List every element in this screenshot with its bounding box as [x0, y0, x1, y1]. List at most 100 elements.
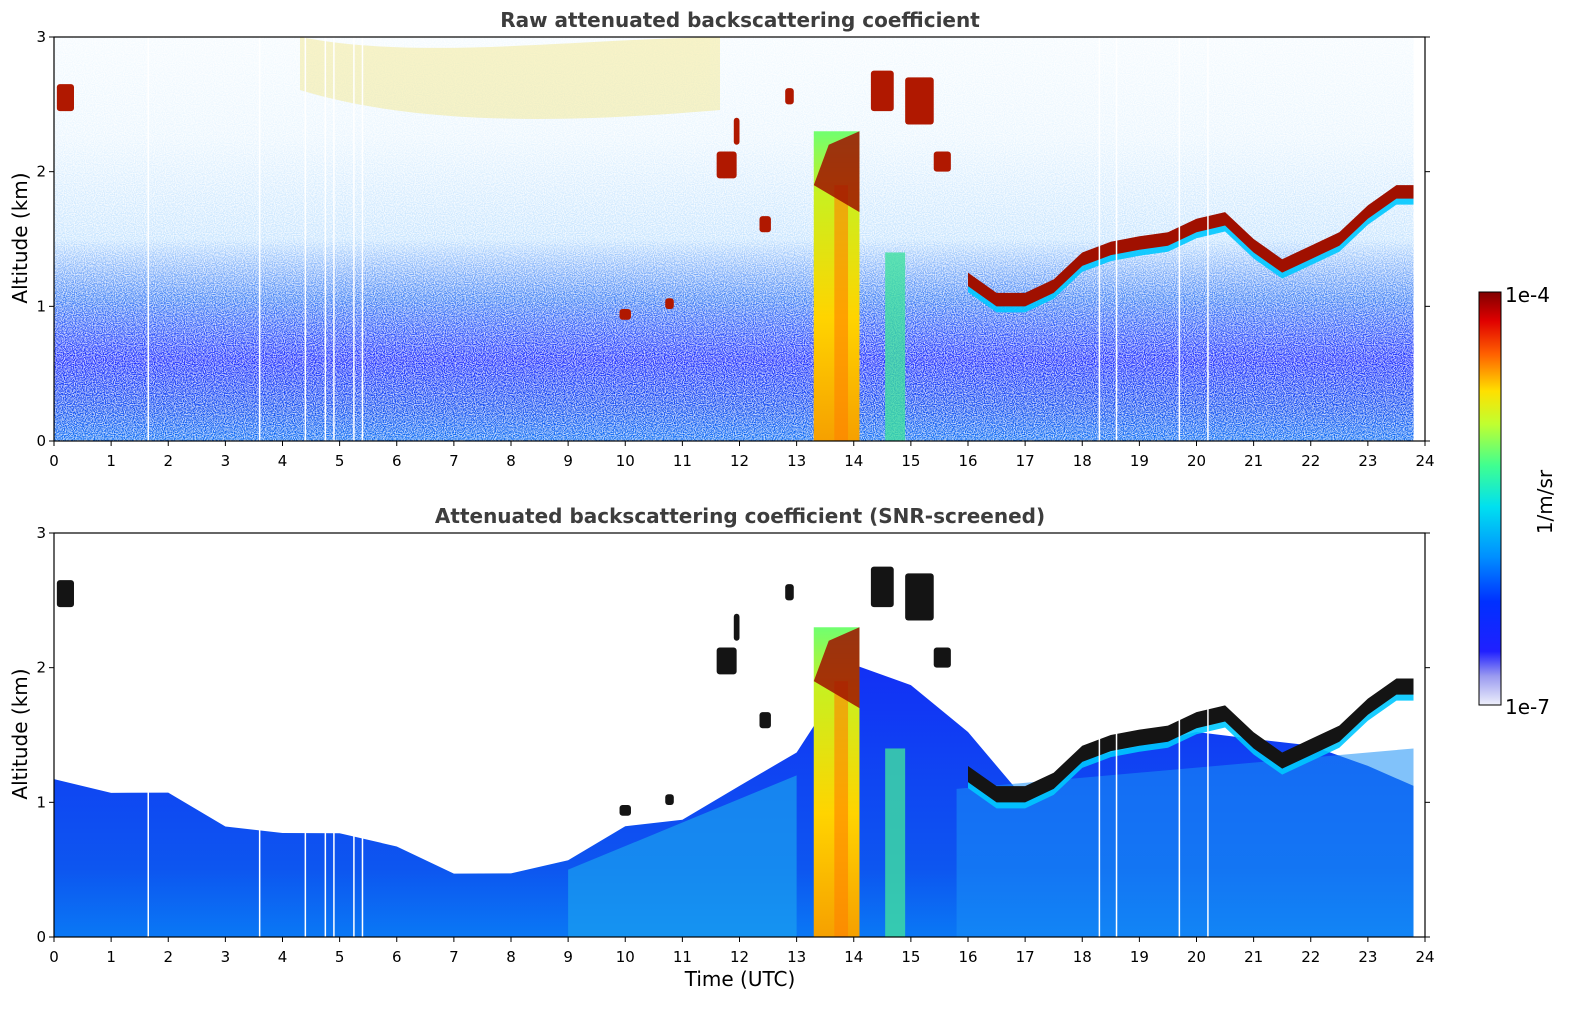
screened-late-aerosol: [956, 748, 1414, 937]
cloud-patch: [870, 566, 894, 608]
axis-ticks: 0 1 2 3 4 5 6 7 8 9 10 11 12 13 14 15 16 17 18 19 20 21 22 23 24…: [36, 28, 1434, 966]
x-tick-label: 4: [278, 948, 288, 966]
x-tick-label: 22: [1301, 948, 1320, 966]
colorbar-min-label: 1e-7: [1505, 695, 1550, 719]
cloud-patch: [619, 309, 631, 320]
x-tick-label: 15: [901, 948, 920, 966]
x-tick-label: 11: [673, 948, 692, 966]
x-tick-label: 1: [106, 948, 116, 966]
raw-features: [56, 70, 1414, 441]
cloud-patch: [56, 84, 74, 112]
x-tick-label: 11: [673, 452, 692, 470]
cloud-base-layer: [968, 678, 1414, 803]
panel2-xlabel: Time (UTC): [684, 967, 796, 991]
x-tick-label: 17: [1016, 948, 1035, 966]
aerosol-column-core: [834, 681, 849, 937]
colorbar: [1478, 291, 1502, 706]
cloud-patch: [785, 584, 794, 601]
raw-clear-gaps: [147, 37, 1425, 441]
panel2-title: Attenuated backscattering coefficient (S…: [434, 504, 1046, 528]
x-tick-label: 16: [958, 948, 977, 966]
raw-upper-haze: [300, 37, 720, 119]
cloud-patch: [733, 117, 740, 145]
x-tick-label: 14: [844, 452, 863, 470]
cloud-patch: [716, 151, 737, 179]
panel-screened-heatmap: [54, 533, 1425, 937]
x-tick-label: 7: [449, 948, 459, 966]
y-tick-label: 2: [36, 659, 46, 677]
cloud-patch: [619, 805, 631, 816]
cloud-base-layer: [968, 185, 1414, 307]
screened-clear-gaps: [147, 533, 1425, 937]
x-tick-label: 6: [392, 452, 402, 470]
x-tick-label: 14: [844, 948, 863, 966]
x-tick-label: 7: [449, 452, 459, 470]
cloud-patch: [870, 70, 894, 112]
secondary-plume: [885, 748, 906, 937]
cloud-patch: [933, 151, 951, 172]
x-tick-label: 5: [335, 452, 345, 470]
cloud-patch: [785, 88, 794, 105]
aerosol-column-top: [813, 627, 860, 709]
x-tick-label: 15: [901, 452, 920, 470]
cloud-patch: [56, 580, 74, 608]
cloud-patch: [665, 794, 674, 806]
no-data-region: [1413, 37, 1425, 441]
colorbar-max-label: 1e-4: [1505, 283, 1550, 307]
x-tick-label: 22: [1301, 452, 1320, 470]
screened-mid-aerosol: [568, 775, 797, 937]
x-tick-label: 17: [1016, 452, 1035, 470]
x-tick-label: 0: [49, 948, 59, 966]
x-tick-label: 13: [787, 452, 806, 470]
aerosol-column-core: [834, 185, 849, 441]
x-tick-label: 10: [616, 948, 635, 966]
cloud-patch: [759, 216, 771, 233]
x-tick-label: 16: [958, 452, 977, 470]
panel1-ylabel: Altitude (km): [8, 172, 32, 304]
x-tick-label: 18: [1073, 948, 1092, 966]
raw-noise-speckle: [54, 37, 1414, 441]
panel-raw-heatmap: [54, 37, 1414, 441]
x-tick-label: 10: [616, 452, 635, 470]
no-data-region: [1413, 533, 1425, 937]
y-tick-label: 1: [36, 793, 46, 811]
panel2-ylabel: Altitude (km): [8, 668, 32, 800]
colorbar-unit-label: 1/m/sr: [1533, 469, 1557, 535]
y-tick-label: 2: [36, 163, 46, 181]
x-tick-label: 9: [563, 948, 573, 966]
y-tick-label: 0: [36, 432, 46, 450]
x-tick-label: 2: [163, 948, 173, 966]
secondary-plume: [885, 252, 906, 441]
cloud-patch: [933, 647, 951, 668]
x-tick-label: 19: [1130, 452, 1149, 470]
x-tick-label: 0: [49, 452, 59, 470]
x-tick-label: 2: [163, 452, 173, 470]
x-tick-label: 20: [1187, 948, 1206, 966]
x-tick-label: 21: [1244, 452, 1263, 470]
x-tick-label: 18: [1073, 452, 1092, 470]
x-tick-label: 5: [335, 948, 345, 966]
x-tick-label: 23: [1358, 452, 1377, 470]
cloud-patch: [716, 647, 737, 675]
x-tick-label: 1: [106, 452, 116, 470]
cloud-patch: [665, 298, 674, 310]
x-tick-label: 3: [221, 948, 231, 966]
screened-features: [56, 566, 1414, 937]
y-tick-label: 0: [36, 928, 46, 946]
cloud-patch: [733, 613, 740, 641]
aerosol-column-top: [813, 131, 860, 213]
x-tick-label: 19: [1130, 948, 1149, 966]
x-tick-label: 20: [1187, 452, 1206, 470]
x-tick-label: 9: [563, 452, 573, 470]
x-tick-label: 6: [392, 948, 402, 966]
cloud-patch: [905, 573, 934, 621]
x-tick-label: 3: [221, 452, 231, 470]
x-tick-label: 24: [1415, 948, 1434, 966]
panel1-title: Raw attenuated backscattering coefficien…: [500, 8, 980, 32]
y-tick-label: 3: [36, 28, 46, 46]
x-tick-label: 12: [730, 452, 749, 470]
x-tick-label: 13: [787, 948, 806, 966]
y-tick-label: 1: [36, 297, 46, 315]
